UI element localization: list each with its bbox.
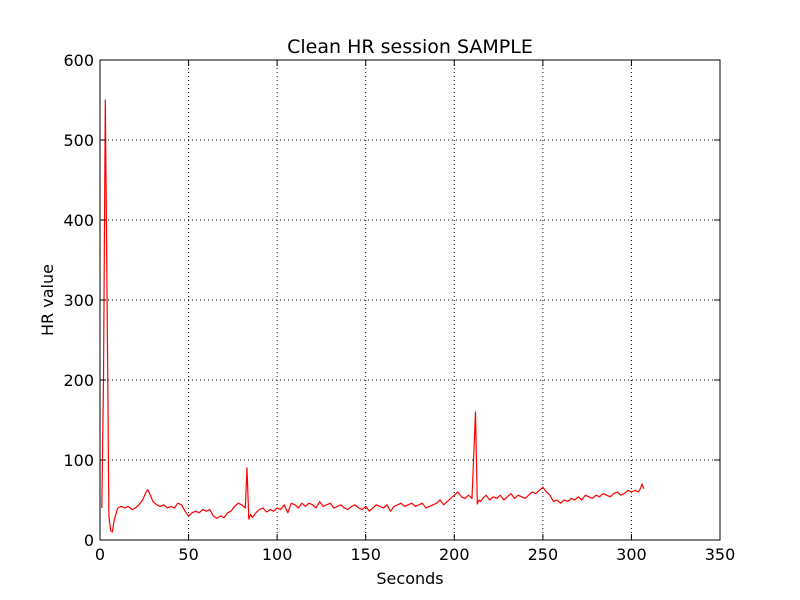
y-tick-label: 300 xyxy=(63,291,94,310)
y-tick-label: 500 xyxy=(63,131,94,150)
y-tick-label: 100 xyxy=(63,451,94,470)
y-axis-label: HR value xyxy=(38,264,57,336)
x-tick-label: 300 xyxy=(616,545,647,564)
x-tick-label: 200 xyxy=(439,545,470,564)
x-tick-label: 0 xyxy=(95,545,105,564)
x-tick-label: 350 xyxy=(705,545,736,564)
x-tick-label: 50 xyxy=(178,545,198,564)
series-layer xyxy=(101,99,645,533)
axis-ticks: 0 50 100 150 200 250 300 350 0 100 200 300 400 500 600 xyxy=(63,51,735,564)
grid-lines xyxy=(100,60,720,540)
y-tick-label: 600 xyxy=(63,51,94,70)
y-tick-label: 400 xyxy=(63,211,94,230)
hr-series-line xyxy=(101,99,645,533)
chart-title: Clean HR session SAMPLE xyxy=(287,36,533,58)
x-tick-label: 250 xyxy=(528,545,559,564)
x-tick-label: 100 xyxy=(262,545,293,564)
y-tick-label: 200 xyxy=(63,371,94,390)
x-axis-label: Seconds xyxy=(376,569,443,588)
x-tick-label: 150 xyxy=(350,545,381,564)
y-tick-label: 0 xyxy=(84,531,94,550)
